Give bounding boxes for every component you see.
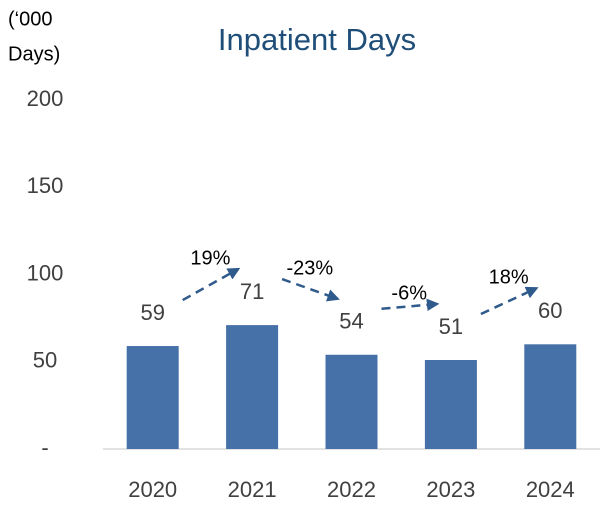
x-tick-label: 2021 — [228, 477, 277, 502]
change-arrow — [281, 277, 340, 302]
y-axis-label: Days) — [8, 43, 60, 65]
x-tick-label: 2024 — [526, 477, 575, 502]
change-arrow — [182, 267, 241, 302]
data-label: 71 — [240, 279, 264, 304]
y-tick-label: 150 — [27, 173, 64, 198]
chart-title: Inpatient Days — [218, 22, 416, 57]
data-label: 51 — [439, 314, 463, 339]
change-label: -6% — [391, 282, 427, 304]
change-arrow — [381, 298, 440, 312]
change-arrow — [480, 286, 539, 316]
change-label: 19% — [190, 247, 230, 269]
y-tick-label: 200 — [27, 86, 64, 111]
bar — [226, 325, 279, 449]
data-label: 54 — [339, 309, 363, 334]
change-label: 18% — [489, 267, 529, 289]
y-tick-label: 50 — [33, 348, 57, 373]
x-tick-label: 2020 — [128, 477, 177, 502]
x-tick-label: 2023 — [426, 477, 475, 502]
y-tick-label: - — [41, 435, 48, 460]
bar — [524, 344, 577, 449]
data-label: 60 — [538, 298, 562, 323]
change-label: -23% — [286, 257, 333, 279]
y-axis-label: (‘000 — [8, 8, 52, 30]
data-label: 59 — [140, 300, 164, 325]
bar — [126, 346, 179, 449]
bar — [325, 354, 378, 449]
x-tick-label: 2022 — [327, 477, 376, 502]
y-tick-label: 100 — [27, 260, 64, 285]
bar — [424, 360, 477, 449]
